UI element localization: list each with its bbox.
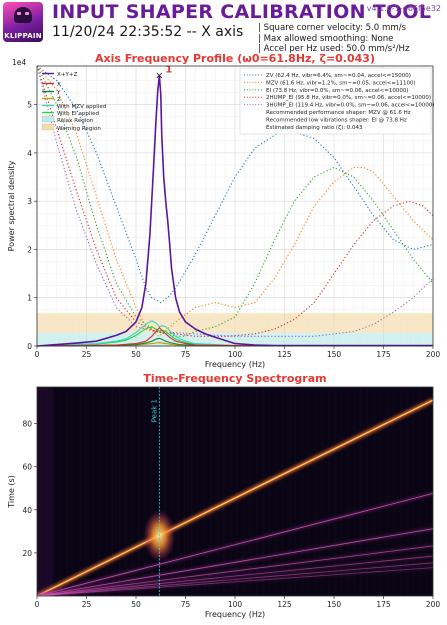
x-tick-label: 175 [376, 350, 391, 359]
series-line-y [36, 337, 433, 347]
x-tick-label: 75 [181, 350, 191, 359]
chart2-title: Time-Frequency Spectrogram [143, 372, 326, 385]
y-multiplier: 1e4 [12, 58, 26, 67]
legend-right-label: 3HUMP_EI (119.4 Hz, vibr=0.0%, sm~=0.06,… [266, 103, 434, 109]
y-tick-label: 80 [22, 420, 32, 429]
y-tick-label: 2 [27, 245, 32, 254]
peak-marker: × [155, 71, 163, 82]
x-tick-label: 50 [131, 350, 141, 359]
x-tick-label: 175 [376, 600, 391, 609]
sweep-line [37, 555, 433, 596]
spectrogram-lowfreq-band [37, 387, 53, 596]
x-tick-label: 0 [35, 600, 40, 609]
chart2-ylabel: Time (s) [7, 475, 16, 509]
y-tick-label: 0 [27, 342, 32, 351]
legend-left-label: Z [57, 97, 61, 103]
peak-label: 1 [165, 65, 172, 76]
series-line-x [36, 326, 434, 347]
sweep-line [37, 545, 433, 596]
parameters-block: | Square corner velocity: 5.0 mm/s | Max… [258, 23, 410, 55]
legend-left-label: Warning Region [57, 126, 101, 132]
x-tick-label: 75 [181, 600, 191, 609]
y-tick-label: 3 [27, 197, 32, 206]
legend-left-label: Y [56, 90, 61, 96]
sweep-line [37, 399, 433, 596]
y-tick-label: 4 [27, 149, 32, 158]
legend-right-label: ZV (62.4 Hz, vibr=6.4%, sm~=0.04, accel<… [266, 73, 411, 79]
x-tick-label: 200 [426, 350, 441, 359]
klippain-logo: KLIPPAIN [3, 2, 43, 42]
series-line-mzv [36, 65, 434, 338]
date-axis-line: 11/20/24 22:35:52 -- X axis [52, 24, 244, 40]
legend-swatch [41, 123, 55, 131]
spectrogram-area [37, 387, 433, 596]
param-scv: | Square corner velocity: 5.0 mm/s [258, 23, 407, 33]
logo-eye-icon [25, 12, 29, 15]
legend-left-label: With MZV applied [57, 104, 107, 110]
chart1-title: Axis Frequency Profile (ω0=61.8Hz, ζ=0.0… [95, 52, 375, 65]
x-tick-label: 150 [327, 350, 342, 359]
sweep-glow [37, 566, 433, 596]
peak-line-label: Peak 1 [150, 399, 158, 422]
y-tick-label: 1 [27, 294, 32, 303]
x-tick-label: 150 [327, 600, 342, 609]
logo-eye-icon [17, 12, 21, 15]
legend-right-label: EI (73.8 Hz, vibr=0.0%, sm~=0.06, accel<… [266, 88, 409, 94]
series-line-x-y-z [36, 75, 433, 347]
logo-face-icon [14, 7, 32, 23]
version-label: v4.1.0-1-g66f5e32 [366, 4, 441, 13]
chart1-xlabel: Frequency (Hz) [205, 360, 265, 369]
legend-left-label: Relax Region [57, 118, 94, 124]
legend-note: Recommended performance shaper: MZV @ 61… [266, 110, 411, 116]
app-title: INPUT SHAPER CALIBRATION TOOL [52, 1, 432, 23]
legend-left-label: With EI applied [57, 111, 100, 117]
chart2-xlabel: Frequency (Hz) [205, 610, 265, 619]
series-line-zv [36, 65, 434, 304]
legend-right-box [239, 67, 432, 135]
y-tick-label: 5 [27, 101, 32, 110]
chart1-ylabel: Power spectral density [7, 160, 16, 251]
param-smoothing: | Max allowed smoothing: None [258, 33, 394, 44]
x-tick-label: 25 [82, 350, 92, 359]
legend-left-label: X [57, 82, 61, 88]
x-tick-label: 200 [426, 600, 441, 609]
logo-text: KLIPPAIN [4, 32, 42, 40]
legend-right-label: MZV (61.6 Hz, vibr=1.2%, sm~=0.05, accel… [266, 80, 416, 86]
series-line-with-ei-applied [36, 326, 434, 347]
sweep-line [37, 528, 433, 596]
sweep-line [37, 493, 433, 596]
x-tick-label: 0 [35, 350, 40, 359]
param-accel: | Accel per Hz used: 50.0 mm/s²/Hz [258, 44, 410, 54]
legend-swatch [41, 115, 55, 123]
series-line-ei [36, 65, 434, 337]
x-tick-label: 25 [82, 600, 92, 609]
x-tick-label: 100 [228, 350, 243, 359]
y-tick-label: 60 [22, 463, 32, 472]
legend-note: Estimated damping ratio (ζ): 0.043 [266, 125, 363, 131]
x-tick-label: 125 [277, 600, 292, 609]
legend-note: Recommended low vibrations shaper: EI @ … [266, 117, 407, 123]
y-tick-label: 20 [22, 549, 32, 558]
y-tick-label: 40 [22, 506, 32, 515]
x-tick-label: 100 [228, 600, 243, 609]
sweep-line [37, 567, 433, 596]
legend-right-label: 2HUMP_EI (95.8 Hz, vibr=0.0%, sm~=0.06, … [266, 95, 431, 101]
x-tick-label: 125 [277, 350, 292, 359]
legend-left-label: X+Y+Z [57, 72, 78, 78]
x-tick-label: 50 [131, 600, 141, 609]
series-line-with-mzv-applied [36, 320, 434, 347]
